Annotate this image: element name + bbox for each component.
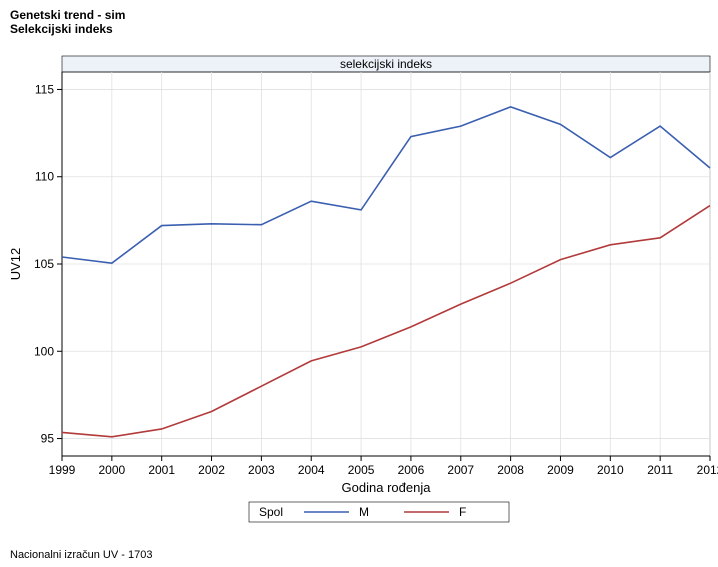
svg-text:2001: 2001 [148,463,175,477]
svg-text:2011: 2011 [647,463,673,477]
svg-text:selekcijski indeks: selekcijski indeks [340,57,432,71]
chart-area: selekcijski indeks 95 100 105 110 115 1999 2000… [0,48,718,538]
svg-text:2005: 2005 [348,463,375,477]
svg-text:2012: 2012 [697,463,718,477]
footer-text: Nacionalni izračun UV - 1703 [10,549,152,561]
svg-text:105: 105 [34,257,54,271]
svg-text:2006: 2006 [398,463,425,477]
svg-text:1999: 1999 [49,463,76,477]
svg-text:115: 115 [35,82,54,96]
svg-text:2002: 2002 [198,463,225,477]
svg-text:2009: 2009 [547,463,574,477]
svg-text:F: F [459,505,466,519]
svg-text:UV12: UV12 [8,248,23,281]
line-chart: selekcijski indeks 95 100 105 110 115 1999 2000… [0,48,718,538]
svg-text:2000: 2000 [98,463,125,477]
svg-text:2008: 2008 [497,463,524,477]
svg-text:2007: 2007 [447,463,474,477]
svg-text:M: M [359,505,369,519]
svg-text:95: 95 [41,432,55,446]
svg-text:2004: 2004 [298,463,325,477]
title-line1: Genetski trend - sim [10,8,708,22]
svg-text:2003: 2003 [248,463,275,477]
title-line2: Selekcijski indeks [10,22,708,36]
svg-text:2010: 2010 [597,463,624,477]
svg-text:110: 110 [35,170,54,184]
chart-title: Genetski trend - sim Selekcijski indeks [0,0,718,38]
svg-text:Spol: Spol [259,505,283,519]
svg-text:100: 100 [34,344,54,358]
svg-text:Godina rođenja: Godina rođenja [342,480,432,495]
